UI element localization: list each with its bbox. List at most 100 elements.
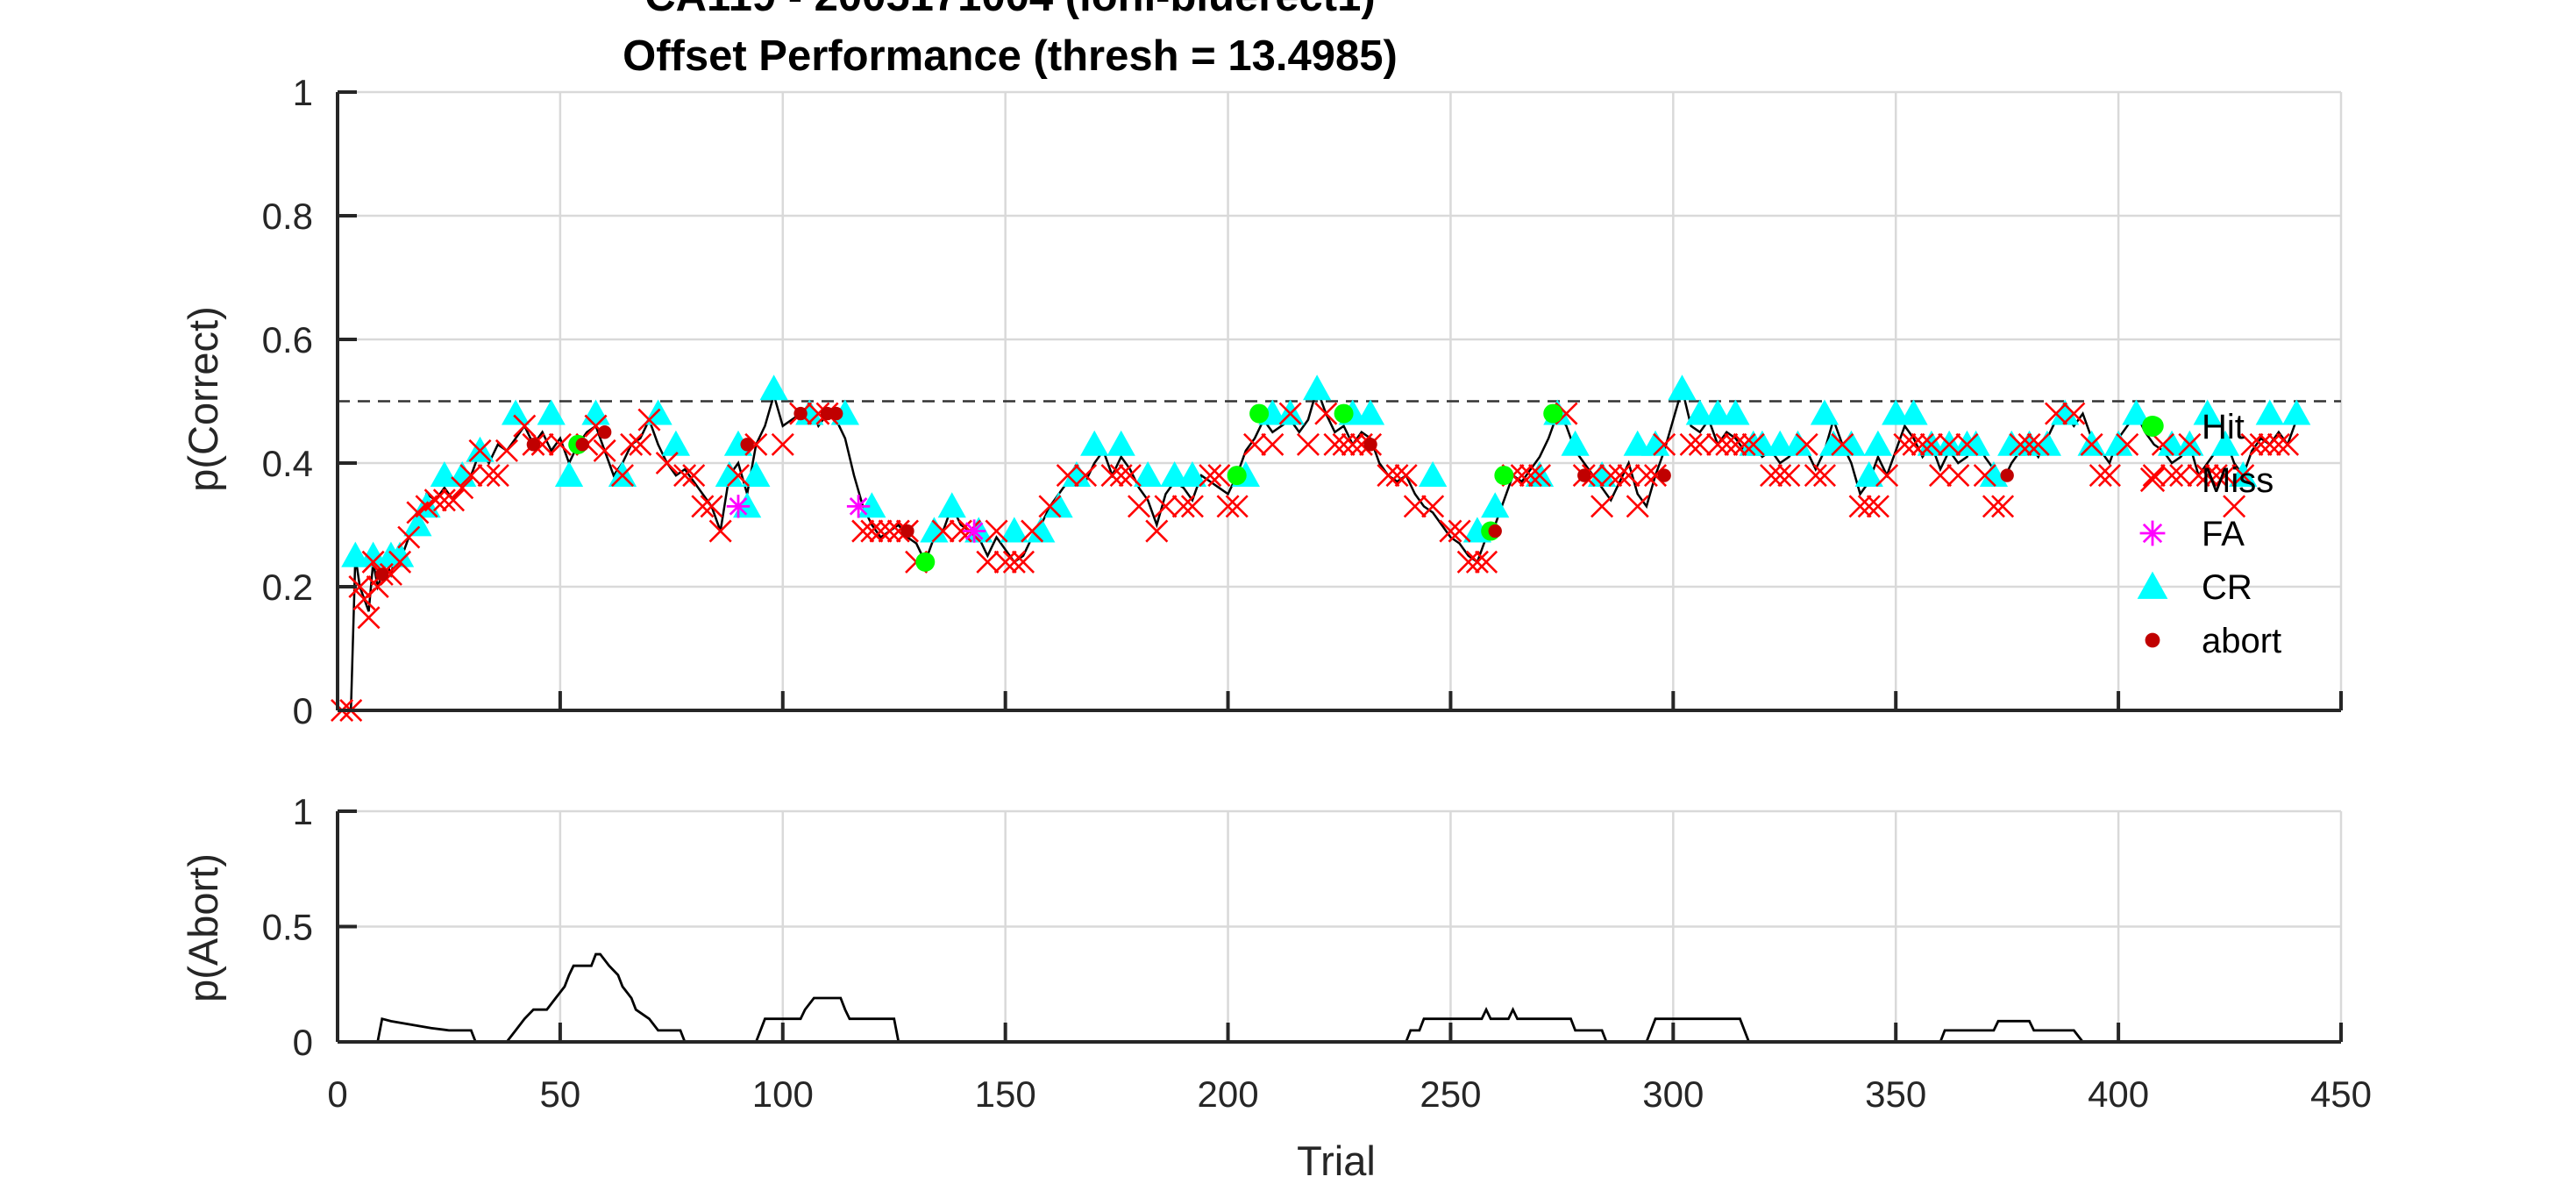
marker-miss — [1002, 550, 1026, 574]
marker-abort — [1657, 468, 1671, 482]
marker-cr — [1766, 430, 1795, 456]
marker-miss — [1634, 464, 1658, 488]
marker-hit — [1543, 403, 1563, 424]
marker-miss — [1314, 402, 1338, 425]
marker-miss — [1928, 464, 1953, 488]
marker-miss — [1527, 464, 1552, 488]
marker-miss — [1991, 495, 2015, 518]
marker-miss — [1653, 432, 1676, 456]
marker-miss — [495, 439, 518, 462]
marker-cr — [1961, 430, 1990, 456]
marker-miss — [1127, 495, 1151, 518]
marker-fa — [962, 519, 986, 543]
marker-cr — [1134, 460, 1163, 487]
marker-cr — [1587, 460, 1617, 487]
marker-miss — [691, 495, 715, 518]
marker-miss — [442, 488, 466, 512]
marker-miss — [1831, 432, 1854, 456]
marker-miss — [2266, 432, 2290, 456]
marker-miss — [2026, 432, 2050, 456]
marker-miss — [1465, 550, 1489, 574]
abort-line-path — [338, 952, 2297, 1044]
legend-label: Hit — [2202, 408, 2245, 446]
marker-miss — [1403, 495, 1427, 518]
marker-cr — [759, 374, 788, 401]
marker-miss — [860, 519, 884, 543]
marker-cr — [1080, 430, 1109, 456]
legend-marker-miss — [2139, 467, 2166, 493]
top-y-tick-label: 0 — [293, 690, 313, 731]
marker-miss — [1118, 464, 1142, 488]
marker-abort — [575, 438, 589, 452]
marker-miss — [931, 519, 955, 543]
marker-miss — [357, 606, 381, 630]
marker-miss — [477, 464, 501, 488]
marker-miss — [637, 408, 661, 431]
bottom-axes: 00.51 0 50 100 150 200 250 300 350 400 450 p(Abor… — [180, 791, 2372, 1184]
chart-subtitle: Offset Performance (thresh = 13.4985) — [623, 32, 1398, 80]
marker-miss — [2097, 464, 2121, 488]
marker-miss — [2258, 432, 2281, 456]
legend-item-cr: CR — [2137, 568, 2252, 607]
marker-miss — [1946, 464, 1970, 488]
top-y-tick-label: 0.2 — [262, 567, 313, 608]
marker-miss — [2089, 464, 2112, 488]
marker-miss — [700, 495, 723, 518]
marker-miss — [2249, 432, 2273, 456]
marker-cr — [1783, 430, 1812, 456]
marker-miss — [468, 439, 492, 462]
marker-miss — [432, 488, 456, 512]
marker-miss — [1180, 495, 1204, 518]
marker-miss — [379, 562, 402, 586]
x-tick-label: 50 — [540, 1073, 581, 1115]
marker-miss — [1608, 464, 1632, 488]
marker-cr — [1668, 374, 1697, 401]
marker-cr — [661, 430, 691, 456]
marker-miss — [2213, 464, 2237, 488]
marker-cr — [1027, 517, 1056, 543]
bottom-y-ticks: 00.51 — [262, 791, 357, 1063]
legend-label: CR — [2202, 568, 2252, 607]
marker-cr — [1979, 460, 2009, 487]
marker-miss — [851, 519, 875, 543]
marker-miss — [985, 519, 1008, 543]
abort-line — [338, 952, 2297, 1044]
top-y-tick-label: 1 — [293, 72, 313, 113]
marker-cr — [1062, 460, 1092, 487]
legend-label: Miss — [2202, 461, 2274, 500]
marker-abort — [1488, 524, 1502, 538]
x-tick-label: 350 — [1865, 1073, 1926, 1115]
marker-miss — [2045, 402, 2068, 425]
marker-miss — [1973, 464, 1996, 488]
marker-miss — [1225, 495, 1249, 518]
x-label: Trial — [1297, 1137, 1376, 1184]
marker-cr — [1899, 399, 1928, 425]
marker-cr — [1703, 399, 1733, 425]
marker-miss — [1510, 464, 1534, 488]
marker-cr — [1685, 399, 1714, 425]
marker-abort — [375, 567, 389, 581]
marker-cr — [1640, 430, 1670, 456]
marker-cr — [715, 460, 744, 487]
marker-cr — [1747, 430, 1777, 456]
marker-miss — [1679, 432, 1703, 456]
legend-item-hit: Hit — [2142, 408, 2245, 446]
marker-miss — [1938, 432, 1961, 456]
marker-miss — [1349, 432, 1373, 456]
marker-miss — [1893, 432, 1917, 456]
marker-hit — [1334, 403, 1354, 424]
marker-miss — [2116, 432, 2139, 456]
performance-line — [338, 384, 2298, 712]
marker-cr — [733, 492, 762, 518]
marker-abort — [2000, 468, 2014, 482]
marker-miss — [1456, 550, 1480, 574]
marker-cr — [359, 541, 388, 567]
marker-miss — [2169, 464, 2193, 488]
top-y-label: p(Correct) — [180, 306, 226, 492]
marker-miss — [1199, 464, 1222, 488]
marker-cr — [920, 517, 949, 543]
marker-miss — [993, 550, 1017, 574]
marker-miss — [1875, 464, 1899, 488]
marker-miss — [1421, 495, 1445, 518]
marker-miss — [2017, 432, 2041, 456]
